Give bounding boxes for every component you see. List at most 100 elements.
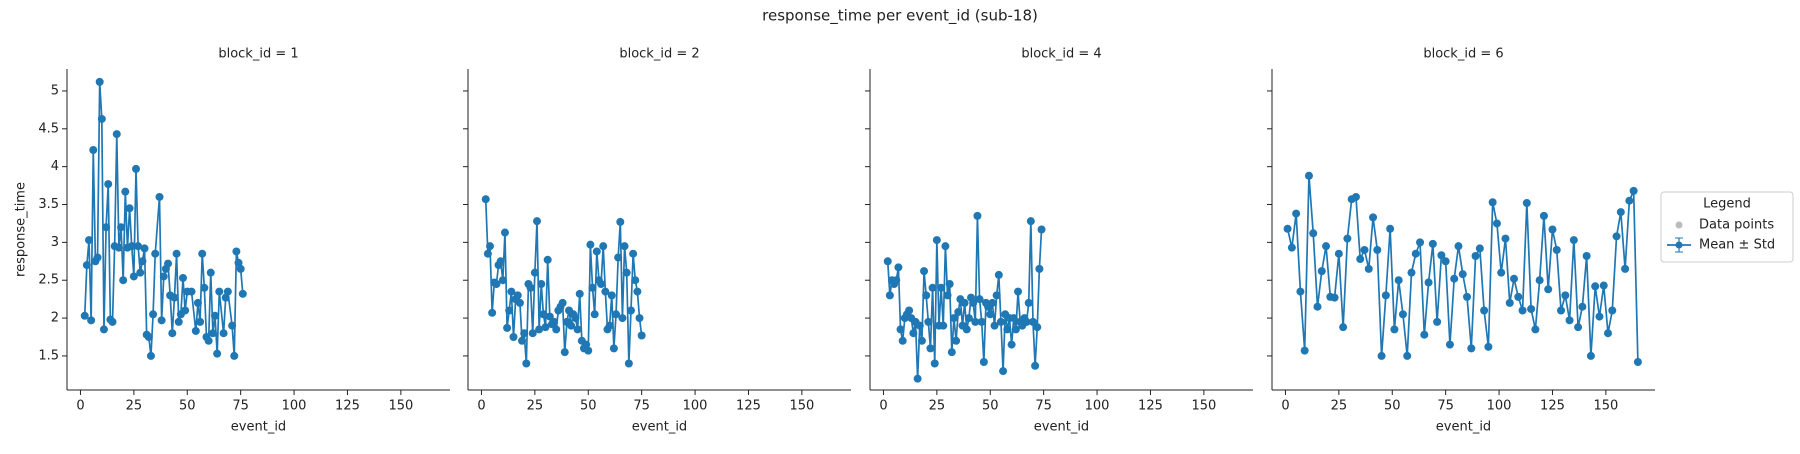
point	[915, 321, 924, 330]
point	[1031, 361, 1040, 370]
point	[1292, 209, 1301, 218]
point	[159, 272, 168, 281]
point	[104, 180, 113, 189]
point	[1022, 317, 1031, 326]
x-tick-label: 50	[580, 399, 597, 414]
point	[168, 329, 177, 338]
point	[515, 298, 524, 307]
point	[151, 249, 160, 258]
point	[629, 249, 638, 258]
point	[928, 283, 937, 292]
point	[1480, 306, 1489, 315]
x-tick-label: 150	[789, 399, 814, 414]
point	[1531, 325, 1540, 334]
point	[196, 317, 205, 326]
point	[954, 308, 963, 317]
point	[1398, 310, 1407, 319]
point	[588, 283, 597, 292]
panel-title: block_id = 2	[619, 47, 699, 62]
point	[1591, 282, 1600, 291]
point	[121, 187, 130, 196]
point	[1492, 219, 1501, 228]
point	[1552, 245, 1561, 254]
x-tick-label: 125	[736, 399, 761, 414]
point	[1024, 298, 1033, 307]
series-line	[886, 215, 1043, 379]
point	[125, 204, 134, 213]
point	[941, 242, 950, 251]
series-line	[1286, 175, 1639, 363]
point	[599, 242, 608, 251]
x-tick-label: 75	[1035, 399, 1052, 414]
point	[1381, 291, 1390, 300]
point	[1510, 274, 1519, 283]
point	[1003, 325, 1012, 334]
point	[537, 280, 546, 289]
point	[1330, 293, 1339, 302]
point	[164, 259, 173, 268]
point	[500, 228, 509, 237]
point	[1450, 274, 1459, 283]
point	[883, 257, 892, 266]
point	[1287, 243, 1296, 252]
point	[1475, 244, 1484, 253]
point	[155, 192, 164, 201]
point	[635, 314, 644, 323]
y-tick-label: 1.5	[38, 348, 59, 363]
point	[1334, 249, 1343, 258]
x-tick-label: 125	[1540, 399, 1565, 414]
point	[1322, 242, 1331, 251]
point	[1407, 268, 1416, 277]
point	[117, 223, 126, 232]
point	[962, 325, 971, 334]
point	[913, 374, 922, 383]
point	[230, 351, 239, 360]
point	[112, 130, 121, 139]
x-axis-label: event_id	[632, 420, 687, 435]
point	[939, 321, 948, 330]
point	[119, 276, 128, 285]
point	[573, 325, 582, 334]
x-tick-label: 50	[179, 399, 196, 414]
point	[213, 349, 222, 358]
point	[1561, 291, 1570, 300]
point	[1403, 351, 1412, 360]
point	[228, 321, 237, 330]
point	[232, 247, 241, 256]
point	[206, 268, 215, 277]
point	[949, 314, 958, 323]
point	[193, 298, 202, 307]
point	[89, 146, 98, 155]
x-tick-label: 100	[1487, 399, 1512, 414]
point	[943, 291, 952, 300]
point	[1313, 302, 1322, 311]
y-axis-label: response_time	[14, 182, 29, 277]
point	[1007, 340, 1016, 349]
point	[174, 317, 183, 326]
point	[1416, 238, 1425, 247]
point	[1539, 211, 1548, 220]
point	[1467, 344, 1476, 353]
point	[1386, 224, 1395, 233]
x-tick-label: 150	[388, 399, 413, 414]
point	[1629, 186, 1638, 195]
point	[885, 291, 894, 300]
point	[992, 291, 1001, 300]
point	[157, 316, 166, 325]
point	[181, 306, 190, 315]
point	[1300, 346, 1309, 355]
panel-title: block_id = 4	[1021, 47, 1101, 62]
point	[1009, 314, 1018, 323]
legend-marker	[1675, 241, 1683, 249]
point	[138, 257, 147, 266]
point	[898, 336, 907, 345]
point	[1343, 234, 1352, 243]
point	[567, 321, 576, 330]
point	[937, 283, 946, 292]
point	[140, 244, 149, 253]
point	[1360, 245, 1369, 254]
point	[1488, 198, 1497, 207]
point	[1356, 255, 1365, 264]
point	[986, 310, 995, 319]
point	[134, 242, 143, 251]
